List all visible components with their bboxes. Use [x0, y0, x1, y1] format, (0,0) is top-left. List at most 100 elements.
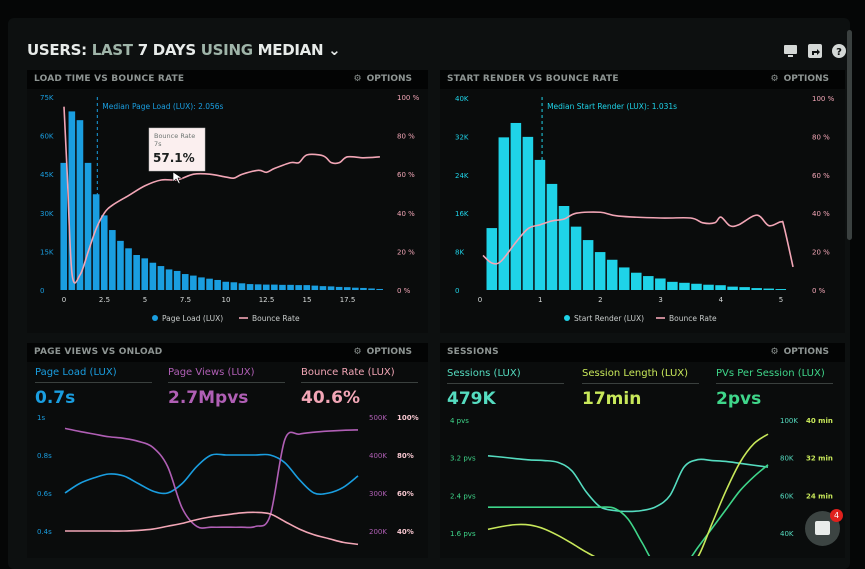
y-right-tick: 100 % [397, 94, 420, 102]
kpi-bounce-rate: Bounce Rate (LUX) 40.6% [301, 367, 418, 408]
options-button[interactable]: ⚙ OPTIONS [354, 74, 412, 84]
options-label: OPTIONS [783, 347, 829, 357]
bounce-rate-line [63, 106, 380, 284]
y-right-tick: 40 % [397, 210, 415, 218]
bar [246, 284, 254, 290]
bar [92, 194, 100, 290]
scrollbar[interactable] [847, 30, 852, 240]
y-right-tick: 0 % [397, 287, 411, 295]
tooltip-box [148, 127, 206, 172]
panel-title: START RENDER VS BOUNCE RATE [447, 74, 619, 84]
bar [368, 288, 375, 290]
kpi-label: Sessions (LUX) [447, 368, 564, 384]
chevron-down-icon[interactable]: ⌄ [328, 41, 341, 59]
bar [775, 289, 787, 290]
median-annotation: Median Start Render (LUX): 1.031s [547, 102, 677, 111]
series-line-session-length-lux- [487, 433, 769, 556]
bar [287, 284, 294, 290]
kpi-session-length: Session Length (LUX) 17min [582, 368, 699, 409]
bar [498, 137, 510, 290]
options-label: OPTIONS [366, 74, 412, 84]
bar [60, 162, 68, 290]
series-line-pvs-per-session-lux- [488, 464, 769, 556]
bar [655, 278, 666, 290]
x-tick: 12.5 [259, 296, 275, 304]
y-left-tick: 30K [40, 210, 54, 218]
tooltip-label: Bounce Rate [154, 132, 195, 140]
y-left-tick: 0.8s [37, 452, 52, 460]
y-left-tick: 24K [455, 172, 469, 180]
y-right-tick: 40 % [812, 210, 830, 218]
y-left-tick: 45K [40, 171, 54, 179]
bar [311, 285, 319, 290]
panel-header: SESSIONS ⚙ OPTIONS [440, 343, 845, 362]
y-left-tick: 0 [40, 287, 44, 295]
title-range[interactable]: 7 DAYS [137, 41, 196, 59]
x-tick: 7.5 [180, 296, 191, 304]
kpi-label: Page Load (LUX) [35, 367, 152, 383]
x-tick: 0 [62, 296, 66, 304]
series-line-bounce-rate-lux- [65, 511, 359, 546]
bar [109, 230, 116, 290]
bar [582, 240, 594, 290]
tooltip [148, 127, 206, 172]
y-left-tick: 3.2 pvs [450, 455, 476, 463]
panel-header: START RENDER VS BOUNCE RATE ⚙ OPTIONS [440, 70, 845, 89]
bar [84, 162, 92, 290]
legend-label: Start Render (LUX) [574, 314, 644, 323]
bar [643, 276, 654, 290]
bar [238, 283, 246, 290]
y-right-tick: 40 min [806, 417, 833, 425]
help-icon[interactable]: ? [831, 44, 846, 58]
options-button[interactable]: ⚙ OPTIONS [771, 74, 829, 84]
bar [222, 281, 230, 290]
share-icon[interactable] [807, 44, 822, 58]
y-right-tick: 80K [780, 455, 794, 463]
y-right-tick: 300K [369, 490, 387, 498]
median-annotation: Median Page Load (LUX): 2.056s [102, 102, 223, 111]
legend-label: Page Load (LUX) [162, 314, 223, 323]
x-tick: 10 [222, 296, 231, 304]
kpi-page-views: Page Views (LUX) 2.7Mpvs [168, 367, 285, 408]
bar [181, 274, 189, 290]
panel-sessions: SESSIONS ⚙ OPTIONS Sessions (LUX) 479K Sess… [440, 343, 845, 558]
y-right-tick: 80 % [397, 133, 415, 141]
bar [727, 286, 738, 290]
y-right-tick: 20 % [397, 248, 415, 256]
chat-launcher[interactable]: 4 [805, 509, 843, 546]
y-right-tick: 0 % [812, 287, 826, 295]
bar [214, 279, 221, 290]
bar [149, 262, 157, 290]
y-left-tick: 0.4s [37, 528, 52, 536]
title-aggregation[interactable]: MEDIAN [257, 41, 324, 59]
bar [679, 282, 690, 290]
bar [190, 275, 197, 290]
y-right-tick: 100% [397, 414, 419, 422]
y-right-tick: 24 min [806, 492, 833, 500]
bar [230, 282, 238, 290]
y-right-tick: 200K [369, 528, 387, 536]
series-line-page-views-lux- [64, 427, 359, 529]
chat-icon [815, 521, 830, 535]
kpi-label: Page Views (LUX) [168, 367, 285, 383]
y-right-tick: 32 min [806, 455, 833, 463]
bar [279, 284, 286, 290]
bar [631, 272, 642, 290]
title-users: USERS: [27, 41, 87, 59]
bar [173, 270, 181, 290]
kpi-value: 2.7Mpvs [168, 388, 249, 408]
bar [303, 285, 311, 290]
page-title[interactable]: USERS: LAST 7 DAYS USING MEDIAN ⌄ [27, 41, 341, 59]
legend-label: Bounce Rate [669, 314, 717, 323]
bar [133, 255, 140, 290]
gear-icon: ⚙ [770, 347, 779, 357]
x-tick: 3 [658, 296, 662, 304]
bar [703, 284, 714, 290]
y-right-tick: 80 % [812, 133, 830, 141]
monitor-icon[interactable] [783, 44, 798, 58]
options-button[interactable]: ⚙ OPTIONS [771, 347, 829, 357]
options-button[interactable]: ⚙ OPTIONS [354, 347, 412, 357]
panel-title: PAGE VIEWS VS ONLOAD [34, 347, 163, 357]
y-left-tick: 0 [455, 287, 459, 295]
bounce-rate-line [482, 211, 794, 268]
